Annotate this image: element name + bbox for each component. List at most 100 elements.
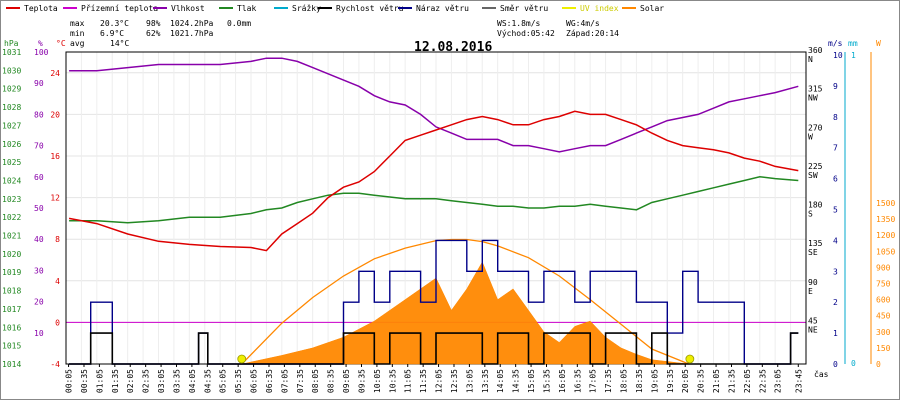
legend-label: Srážky xyxy=(292,4,321,13)
direction-tick: 270 xyxy=(808,123,823,132)
x-tick-label: 21:05 xyxy=(712,369,721,393)
hum-tick: 80 xyxy=(34,110,44,119)
temp-tick: 20 xyxy=(50,110,60,119)
x-axis-label: čas xyxy=(814,369,829,379)
w-tick: 1350 xyxy=(876,215,895,224)
x-tick-label: 20:05 xyxy=(681,369,690,393)
direction-tick: 225 xyxy=(808,162,823,171)
w-axis-title: W xyxy=(876,39,881,48)
x-tick-label: 06:35 xyxy=(265,369,274,393)
ms-tick: 2 xyxy=(833,298,838,307)
hpa-tick: 1025 xyxy=(2,158,21,167)
direction-label: N xyxy=(808,55,813,64)
ms-tick: 4 xyxy=(833,236,838,245)
solar-max-line xyxy=(241,238,690,365)
x-tick-label: 02:35 xyxy=(142,369,151,393)
temp-tick: 24 xyxy=(50,69,60,78)
direction-tick: 45 xyxy=(808,316,818,325)
hpa-tick: 1017 xyxy=(2,305,21,314)
temp-tick: 0 xyxy=(55,318,60,327)
sunset-marker xyxy=(685,354,695,364)
temp-tick: 8 xyxy=(55,235,60,244)
direction-label: W xyxy=(808,132,813,141)
stats-header: max 20.3°C 98% 1024.2hPa 0.0mm min 6.9°C… xyxy=(70,19,619,48)
hpa-tick: 1020 xyxy=(2,250,21,259)
x-tick-label: 21:35 xyxy=(727,369,736,393)
x-tick-label: 16:35 xyxy=(573,369,582,393)
ms-tick: 8 xyxy=(833,113,838,122)
axes: hPa1014101510161017101810191020102110221… xyxy=(2,39,895,369)
x-tick-label: 01:05 xyxy=(95,369,104,393)
x-tick-label: 08:05 xyxy=(311,369,320,393)
mm-axis-title: mm xyxy=(848,39,858,48)
x-tick-label: 17:35 xyxy=(604,369,613,393)
x-tick-label: 19:05 xyxy=(650,369,659,393)
x-tick-label: 04:35 xyxy=(203,369,212,393)
w-tick: 1500 xyxy=(876,199,895,208)
ms-tick: 3 xyxy=(833,267,838,276)
x-tick-label: 13:05 xyxy=(465,369,474,393)
x-tick-label: 10:35 xyxy=(388,369,397,393)
w-tick: 600 xyxy=(876,296,891,305)
direction-tick: 315 xyxy=(808,85,823,94)
hum-tick: 50 xyxy=(34,204,44,213)
max-temp: 20.3°C xyxy=(100,19,129,28)
legend-label: UV index xyxy=(580,4,619,13)
avg-temp: 14°C xyxy=(110,39,129,48)
ms-tick: 5 xyxy=(833,206,838,215)
direction-tick: 90 xyxy=(808,278,818,287)
legend-label: Přízemní teplota xyxy=(81,4,158,13)
w-tick: 1050 xyxy=(876,247,895,256)
avg-label: avg xyxy=(70,39,85,48)
temp-tick: 16 xyxy=(50,152,60,161)
x-tick-label: 19:35 xyxy=(666,369,675,393)
x-tick-label: 09:35 xyxy=(357,369,366,393)
hum-tick: 100 xyxy=(34,48,49,57)
x-tick-label: 06:05 xyxy=(250,369,259,393)
sunrise-marker xyxy=(237,354,247,364)
hum-tick: 10 xyxy=(34,329,44,338)
ms-tick: 10 xyxy=(833,51,843,60)
w-tick: 150 xyxy=(876,344,891,353)
x-tick-label: 04:05 xyxy=(188,369,197,393)
min-press: 1021.7hPa xyxy=(170,29,214,38)
legend-label: Solar xyxy=(640,4,664,13)
x-tick-label: 14:35 xyxy=(512,369,521,393)
direction-label: NW xyxy=(808,94,818,103)
hpa-tick: 1027 xyxy=(2,121,21,130)
x-tick-label: 18:05 xyxy=(620,369,629,393)
w-tick: 300 xyxy=(876,328,891,337)
x-tick-label: 12:35 xyxy=(450,369,459,393)
ms-tick: 9 xyxy=(833,82,838,91)
series-layer xyxy=(68,57,799,365)
w-tick: 900 xyxy=(876,263,891,272)
x-tick-label: 09:05 xyxy=(342,369,351,393)
x-tick-label: 14:05 xyxy=(496,369,505,393)
x-tick-label: 00:05 xyxy=(65,369,74,393)
x-tick-label: 22:05 xyxy=(743,369,752,393)
legend-label: Tlak xyxy=(237,4,256,13)
x-tick-label: 22:35 xyxy=(758,369,767,393)
w-tick: 0 xyxy=(876,360,881,369)
x-tick-label: 17:05 xyxy=(589,369,598,393)
x-tick-label: 02:05 xyxy=(126,369,135,393)
sunrise-stat: Východ:05:42 xyxy=(497,29,555,38)
temp-tick: 12 xyxy=(50,194,60,203)
hpa-tick: 1014 xyxy=(2,360,21,369)
x-tick-label: 03:05 xyxy=(157,369,166,393)
hpa-tick: 1016 xyxy=(2,323,21,332)
wind-speed-line xyxy=(69,332,799,365)
sunset-stat: Západ:20:14 xyxy=(566,29,619,38)
hpa-tick: 1024 xyxy=(2,176,21,185)
ms-tick: 7 xyxy=(833,144,838,153)
hpa-tick: 1029 xyxy=(2,85,21,94)
direction-label: NE xyxy=(808,325,818,334)
x-tick-label: 13:35 xyxy=(481,369,490,393)
hpa-tick: 1026 xyxy=(2,140,21,149)
hum-axis-title: % xyxy=(38,39,43,48)
hpa-axis-title: hPa xyxy=(4,39,19,48)
legend-label: Rychlost větru xyxy=(336,4,404,13)
x-tick-label: 16:05 xyxy=(558,369,567,393)
max-hum: 98% xyxy=(146,19,161,28)
direction-tick: 180 xyxy=(808,201,823,210)
